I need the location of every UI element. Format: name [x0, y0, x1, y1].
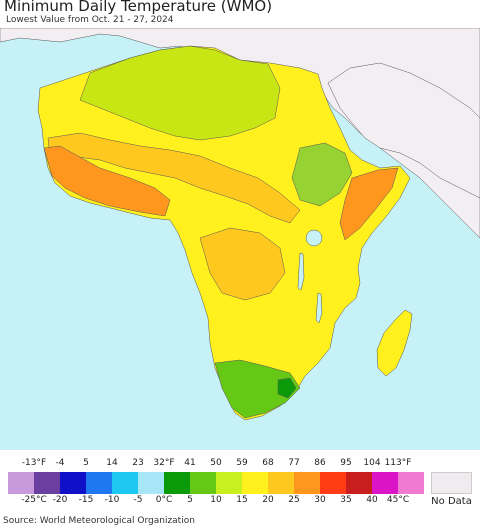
- legend-swatch: [164, 472, 190, 494]
- legend-tick-label: -15: [78, 495, 94, 505]
- page-subtitle: Lowest Value from Oct. 21 - 27, 2024: [6, 15, 174, 25]
- legend-tick-label: 20: [262, 495, 274, 505]
- legend-tick-label: 25: [288, 495, 300, 505]
- legend-tick-label: 95: [340, 458, 352, 468]
- congo-region: [199, 227, 286, 301]
- legend-tick-label: 41: [184, 458, 196, 468]
- legend-tick-label: 23: [132, 458, 144, 468]
- legend-swatch: [372, 472, 398, 494]
- legend-tick-label: 77: [288, 458, 300, 468]
- legend-tick-label: 5: [187, 495, 193, 505]
- no-data-swatch: [431, 472, 472, 494]
- no-data-label: No Data: [431, 496, 472, 507]
- temperature-map: [0, 28, 480, 450]
- map-svg: [0, 28, 480, 421]
- legend-swatches: [0, 472, 480, 494]
- legend-tick-label: 50: [210, 458, 222, 468]
- legend-swatch: [294, 472, 320, 494]
- legend-tick-label: 30: [314, 495, 326, 505]
- legend-swatch: [138, 472, 164, 494]
- legend-swatch: [190, 472, 216, 494]
- legend-swatch: [268, 472, 294, 494]
- source-credit: Source: World Meteorological Organizatio…: [3, 516, 195, 526]
- legend-tick-label: -13°F: [21, 458, 47, 468]
- legend-swatch: [8, 472, 34, 494]
- legend-tick-label: 5: [83, 458, 89, 468]
- legend-swatch: [34, 472, 60, 494]
- legend-tick-label: 35: [340, 495, 352, 505]
- sahara-region: [79, 45, 281, 141]
- legend-tick-label: 45°C: [386, 495, 410, 505]
- color-legend: -13°F -4 5 14 23 32°F 41 50 59 68 77 86 95 104 113°F -…: [0, 452, 480, 516]
- legend-tick-label: -25°C: [21, 495, 47, 505]
- legend-swatch: [242, 472, 268, 494]
- legend-tick-label: 14: [106, 458, 118, 468]
- arabia-land: [327, 62, 480, 199]
- legend-tick-label: 10: [210, 495, 222, 505]
- lake-victoria: [305, 229, 323, 247]
- legend-tick-label: 104: [363, 458, 381, 468]
- madagascar: [376, 309, 413, 377]
- legend-tick-label: 0°C: [155, 495, 173, 505]
- celsius-ticks: -25°C -20 -15 -10 -5 0°C 5 10 15 20 25 30 35 40 45°C: [0, 495, 480, 507]
- lake-tanganyika: [297, 252, 305, 291]
- legend-tick-label: 113°F: [384, 458, 412, 468]
- legend-tick-label: -5: [133, 495, 143, 505]
- west-coast-region: [43, 145, 171, 217]
- lake-malawi: [315, 292, 323, 324]
- lesotho-region: [277, 377, 297, 399]
- fahrenheit-ticks: -13°F -4 5 14 23 32°F 41 50 59 68 77 86 95 104 113°F: [0, 458, 480, 470]
- legend-tick-label: 59: [236, 458, 248, 468]
- legend-tick-label: -10: [104, 495, 120, 505]
- legend-tick-label: -4: [55, 458, 65, 468]
- legend-tick-label: 15: [236, 495, 248, 505]
- legend-tick-label: 40: [366, 495, 378, 505]
- southern-region: [214, 359, 301, 419]
- somalia-region: [339, 167, 399, 241]
- legend-tick-label: 68: [262, 458, 274, 468]
- legend-swatch: [86, 472, 112, 494]
- legend-swatch: [112, 472, 138, 494]
- legend-swatch: [398, 472, 424, 494]
- sahel-region: [47, 132, 301, 224]
- legend-tick-label: -20: [52, 495, 68, 505]
- legend-swatch: [320, 472, 346, 494]
- legend-swatch: [346, 472, 372, 494]
- legend-swatch: [216, 472, 242, 494]
- legend-tick-label: 86: [314, 458, 326, 468]
- ethiopia-region: [291, 142, 353, 207]
- page-title: Minimum Daily Temperature (WMO): [4, 0, 273, 15]
- legend-swatch: [60, 472, 86, 494]
- legend-tick-label: 32°F: [153, 458, 175, 468]
